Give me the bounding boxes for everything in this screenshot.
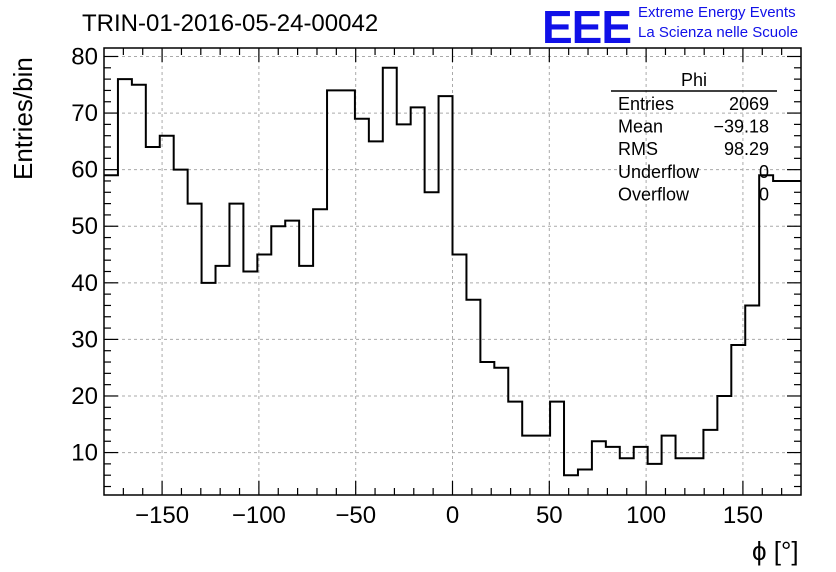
y-tick-label: 80 [71, 43, 98, 70]
x-tick-label: −150 [135, 502, 189, 529]
stats-row-value: 0 [759, 162, 769, 182]
x-tick-label: 50 [536, 502, 563, 529]
y-tick-label: 50 [71, 213, 98, 240]
stats-row-value: −39.18 [713, 117, 769, 137]
y-tick-label: 10 [71, 440, 98, 467]
organization-name: Extreme Energy Events [638, 4, 796, 21]
x-axis-label: ϕ [°] [752, 536, 799, 566]
axis-tick-labels: −150 −100 −50 0 50 100 150 10 20 30 40 50 60 70 80 [71, 43, 763, 529]
statistics-box: Phi Entries 2069 Mean −39.18 RMS 98.29 Underfl… [611, 70, 777, 204]
histogram-step-line [104, 66, 801, 477]
stats-row-value: 2069 [729, 94, 769, 114]
eee-logo: EEE [542, 1, 632, 53]
y-tick-label: 70 [71, 100, 98, 127]
stats-row-label: Overflow [618, 184, 690, 204]
stats-row-label: Entries [618, 94, 674, 114]
y-axis-label: Entries/bin [8, 57, 38, 180]
x-tick-label: 100 [626, 502, 666, 529]
stats-row-label: Underflow [618, 162, 700, 182]
run-title: TRIN-01-2016-05-24-00042 [82, 10, 379, 37]
y-tick-label: 30 [71, 326, 98, 353]
stats-row-label: RMS [618, 139, 658, 159]
stats-row-value: 0 [759, 184, 769, 204]
stats-title: Phi [681, 70, 707, 90]
x-tick-label: 150 [723, 502, 763, 529]
stats-row-value: 98.29 [724, 139, 769, 159]
x-tick-label: 0 [446, 502, 459, 529]
stats-row-label: Mean [618, 117, 663, 137]
x-tick-label: −100 [232, 502, 286, 529]
y-tick-label: 40 [71, 270, 98, 297]
organization-subtitle: La Scienza nelle Scuole [638, 24, 799, 41]
y-tick-label: 60 [71, 157, 98, 184]
y-tick-label: 20 [71, 383, 98, 410]
x-tick-label: −50 [335, 502, 376, 529]
